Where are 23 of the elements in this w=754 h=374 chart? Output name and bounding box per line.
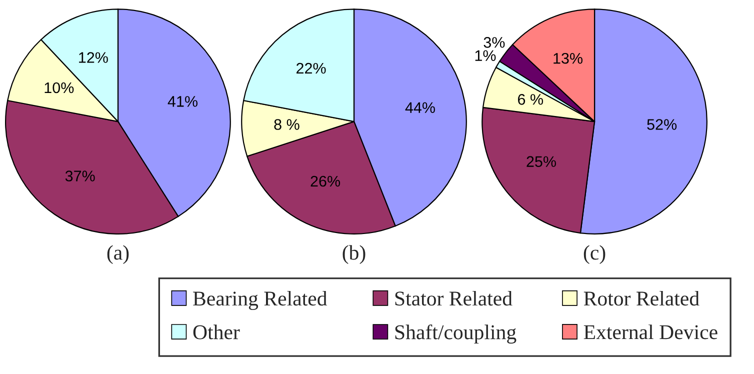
legend-label: Shaft/coupling	[395, 324, 516, 344]
data-label: 12%	[79, 52, 108, 63]
data-label: 10%	[44, 82, 74, 94]
data-label: 8 %	[274, 119, 300, 130]
data-label: 37%	[65, 170, 95, 182]
text: (a)	[107, 245, 129, 264]
data-label: 6 %	[518, 94, 544, 105]
legend-label: Other	[193, 324, 240, 340]
data-label: 44%	[405, 102, 435, 113]
data-label: 13%	[554, 52, 582, 64]
data-label: 3%	[484, 37, 505, 48]
data-label: 22%	[296, 62, 326, 74]
data-label: 26%	[310, 176, 340, 187]
data-label: 25%	[526, 156, 556, 167]
data-label: 1%	[475, 50, 496, 61]
legend-label: Rotor Related	[584, 290, 700, 306]
legend-label: Bearing Related	[193, 290, 328, 310]
text: (c)	[584, 245, 606, 264]
data-label: 52%	[647, 119, 677, 130]
text: (b)	[342, 245, 366, 264]
legend-label: External Device	[584, 324, 718, 340]
data-label: 41%	[168, 96, 198, 107]
legend-label: Stator Related	[395, 290, 512, 306]
